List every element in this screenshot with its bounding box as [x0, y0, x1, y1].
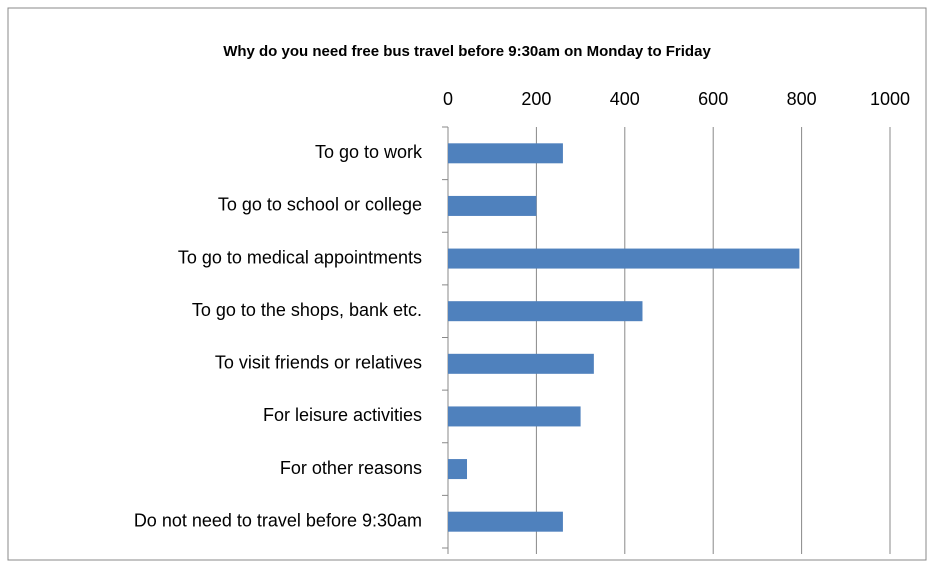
bar	[448, 301, 643, 322]
y-tick-label: To go to medical appointments	[178, 247, 422, 267]
bar	[448, 406, 581, 427]
y-tick-label: To go to work	[315, 142, 423, 162]
bar	[448, 353, 594, 374]
x-tick-label: 800	[787, 89, 817, 109]
y-tick-label: To go to the shops, bank etc.	[192, 300, 422, 320]
bar	[448, 248, 800, 269]
y-tick-label: To visit friends or relatives	[215, 353, 422, 373]
y-tick-label: Do not need to travel before 9:30am	[134, 510, 422, 530]
bar	[448, 143, 563, 164]
y-tick-label: For other reasons	[280, 458, 422, 478]
x-tick-label: 600	[698, 89, 728, 109]
y-tick-label: To go to school or college	[218, 195, 422, 215]
bar	[448, 511, 563, 532]
chart-title: Why do you need free bus travel before 9…	[223, 43, 711, 60]
x-tick-label: 0	[443, 89, 453, 109]
x-tick-label: 1000	[870, 89, 910, 109]
x-tick-label: 200	[521, 89, 551, 109]
x-tick-label: 400	[610, 89, 640, 109]
bar	[448, 195, 537, 216]
bar	[448, 459, 468, 480]
y-tick-label: For leisure activities	[263, 405, 422, 425]
